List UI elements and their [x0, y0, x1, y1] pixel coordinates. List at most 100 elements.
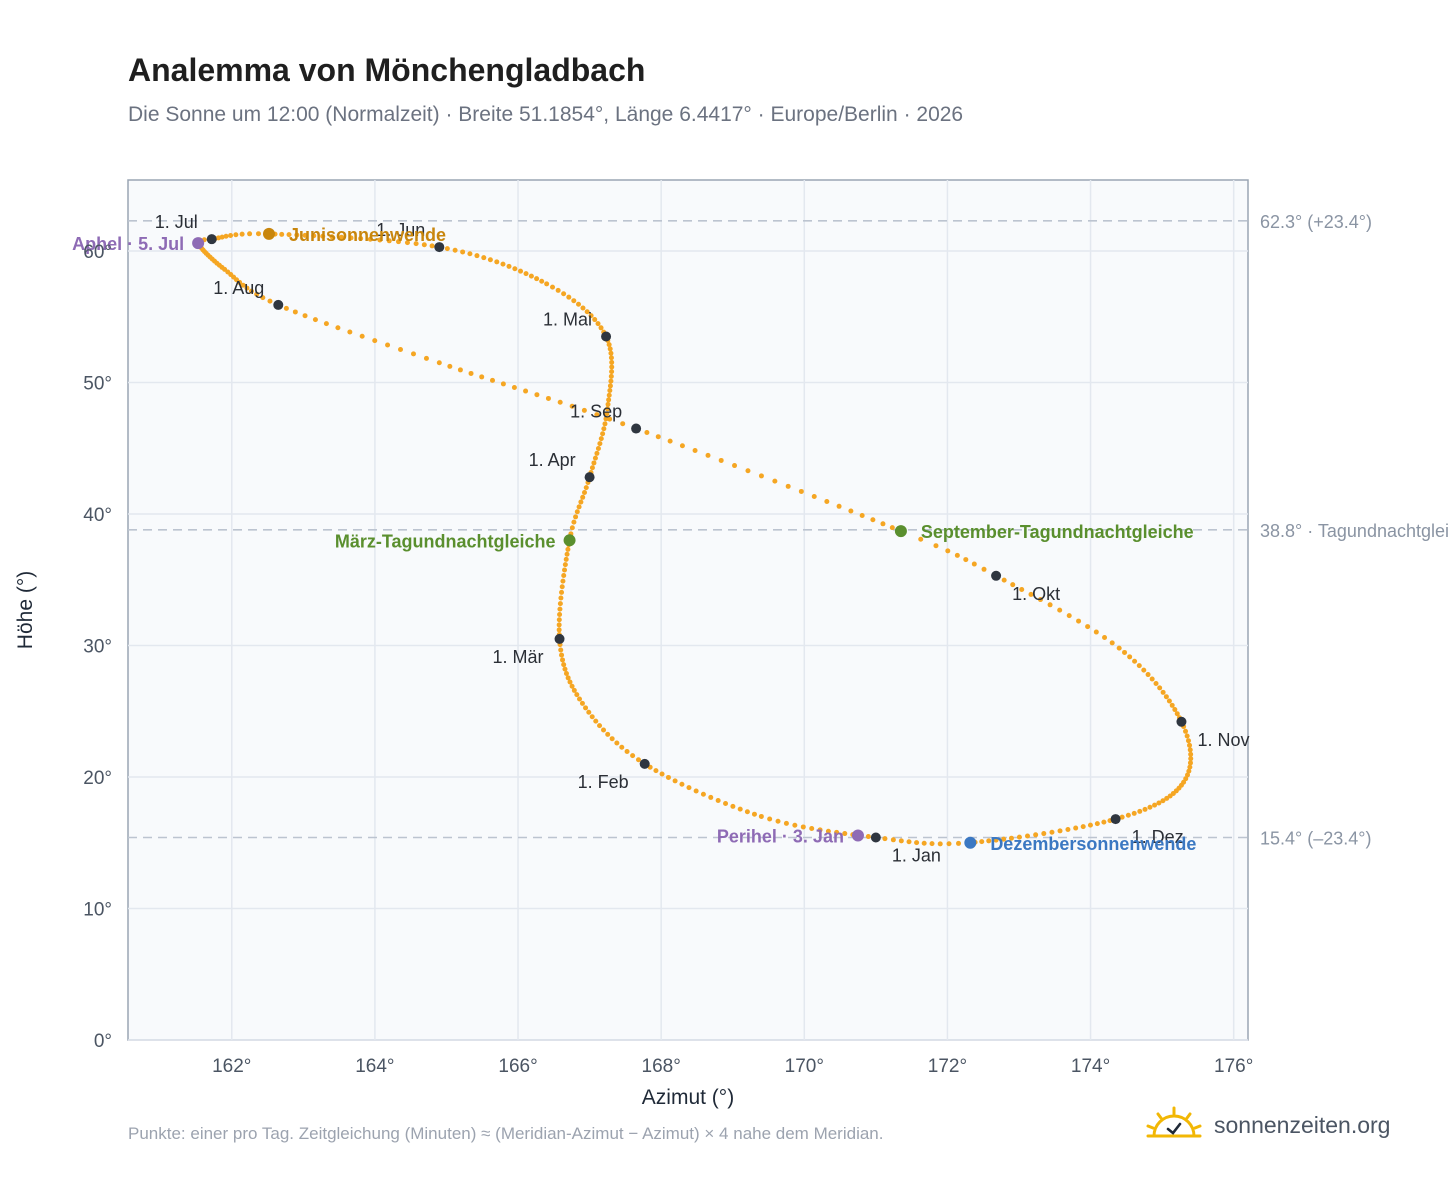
daily-sun-point — [665, 774, 671, 780]
daily-sun-point — [870, 517, 876, 523]
daily-sun-point — [1186, 768, 1192, 774]
daily-sun-point — [945, 548, 951, 554]
daily-sun-point — [244, 285, 250, 291]
month-marker — [601, 331, 612, 342]
month-marker — [1110, 814, 1121, 825]
daily-sun-point — [971, 561, 977, 567]
reference-line-label: 15.4° (–23.4°) — [1260, 828, 1371, 848]
month-marker-label: 1. Mai — [543, 309, 592, 329]
daily-sun-point — [906, 839, 912, 845]
daily-sun-point — [1188, 751, 1194, 757]
daily-sun-point — [580, 494, 586, 500]
month-marker-label: 1. Jan — [892, 845, 941, 865]
month-marker-label: 1. Nov — [1197, 730, 1249, 750]
axis-ticks: 162° 164° 166° 168° 170° 172° 174° 176° 0° 10° 20°… — [83, 242, 1253, 1077]
daily-sun-point — [248, 288, 254, 294]
daily-sun-point — [559, 589, 565, 595]
daily-sun-point — [1127, 654, 1133, 660]
daily-sun-point — [718, 457, 724, 463]
brand-logo[interactable]: sonnenzeiten.org — [1146, 1100, 1390, 1150]
daily-sun-point — [921, 840, 927, 846]
daily-sun-point — [598, 325, 604, 331]
daily-sun-point — [457, 367, 463, 373]
daily-sun-point — [574, 692, 580, 698]
daily-sun-point — [1080, 824, 1086, 830]
daily-sun-point — [785, 483, 791, 489]
daily-sun-point — [775, 818, 781, 824]
daily-sun-point — [1166, 698, 1172, 704]
daily-sun-point — [609, 364, 615, 370]
daily-sun-point — [302, 232, 308, 238]
x-tick-label: 164° — [355, 1056, 394, 1077]
daily-sun-point — [240, 282, 246, 288]
daily-sun-point — [1172, 707, 1178, 713]
daily-sun-point — [560, 578, 566, 584]
event-marker — [894, 525, 907, 538]
daily-sun-point — [579, 700, 585, 706]
daily-sun-point — [1188, 756, 1194, 762]
month-markers: 1. Jan 1. Feb 1. Mär 1. Apr 1. Mai 1. Jun 1. J… — [155, 212, 1250, 865]
daily-sun-point — [487, 257, 493, 263]
daily-sun-point — [561, 662, 567, 668]
daily-sun-point — [512, 266, 518, 272]
x-tick-label: 168° — [642, 1056, 681, 1077]
daily-sun-point — [1094, 821, 1100, 827]
daily-sun-point — [1101, 819, 1107, 825]
daily-sun-point — [758, 813, 764, 819]
daily-sun-point — [880, 521, 886, 527]
daily-sun-point — [767, 816, 773, 822]
daily-sun-point — [398, 346, 404, 352]
daily-sun-point — [421, 242, 427, 248]
month-marker — [991, 570, 1002, 581]
daily-sun-point — [898, 838, 904, 844]
daily-sun-point — [367, 236, 373, 242]
month-marker-label: 1. Aug — [213, 278, 264, 298]
daily-sun-point — [1076, 618, 1082, 624]
daily-sun-point — [1125, 812, 1131, 818]
daily-sun-point — [467, 251, 473, 257]
daily-sun-point — [577, 696, 583, 702]
daily-sun-point — [567, 679, 573, 685]
daily-sun-point — [834, 829, 840, 835]
daily-sun-point — [423, 355, 429, 361]
daily-sun-point — [460, 249, 466, 255]
daily-sun-point — [593, 718, 599, 724]
daily-sun-point — [601, 426, 607, 432]
daily-sun-point — [582, 490, 588, 496]
daily-sun-point — [605, 401, 611, 407]
x-tick-label: 162° — [212, 1056, 251, 1077]
x-tick-label: 166° — [498, 1056, 537, 1077]
daily-sun-point — [745, 468, 751, 474]
month-marker-label: 1. Sep — [570, 402, 622, 422]
daily-sun-point — [1184, 772, 1190, 778]
y-tick-label: 20° — [83, 768, 112, 789]
daily-sun-point — [283, 305, 289, 311]
daily-sun-point — [981, 566, 987, 572]
daily-sun-point — [586, 709, 592, 715]
daily-sun-point — [479, 374, 485, 380]
daily-sun-point — [1001, 836, 1007, 842]
daily-sun-point — [247, 231, 253, 237]
y-tick-label: 50° — [83, 374, 112, 395]
daily-sun-point — [836, 503, 842, 509]
daily-sun-point — [1169, 702, 1175, 708]
daily-sun-point — [607, 346, 613, 352]
daily-sun-point — [534, 392, 540, 398]
daily-sun-point — [559, 584, 565, 590]
month-marker — [554, 633, 565, 644]
daily-sun-point — [556, 627, 562, 633]
daily-sun-point — [608, 378, 614, 384]
daily-sun-point — [228, 232, 234, 238]
daily-sun-point — [239, 231, 245, 237]
daily-sun-point — [693, 788, 699, 794]
daily-sun-point — [565, 546, 571, 552]
daily-sun-point — [700, 791, 706, 797]
daily-sun-point — [571, 687, 577, 693]
daily-sun-point — [609, 359, 615, 365]
month-marker — [434, 242, 445, 253]
daily-sun-point — [555, 287, 561, 293]
daily-sun-point — [619, 744, 625, 750]
daily-sun-point — [600, 431, 606, 437]
daily-sun-point — [655, 434, 661, 440]
